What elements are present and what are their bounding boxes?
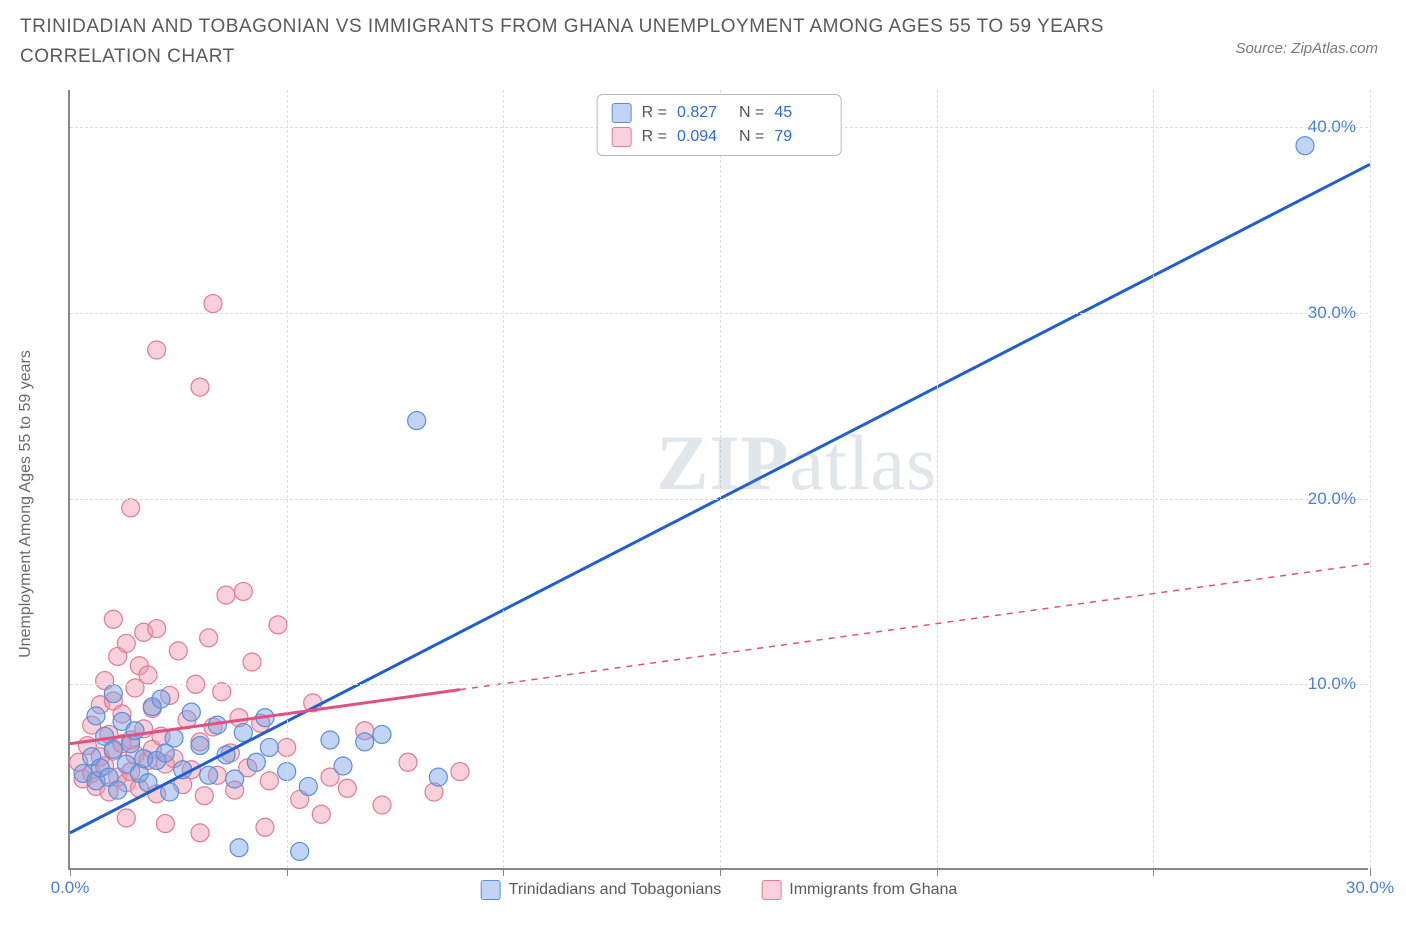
- data-point: [1296, 137, 1314, 155]
- legend-label-2: Immigrants from Ghana: [789, 881, 957, 899]
- x-tick: [503, 868, 504, 876]
- data-point: [334, 757, 352, 775]
- data-point: [104, 740, 122, 758]
- data-point: [191, 737, 209, 755]
- data-point: [451, 763, 469, 781]
- source-credit: Source: ZipAtlas.com: [1235, 40, 1378, 57]
- data-point: [373, 725, 391, 743]
- data-point: [299, 777, 317, 795]
- data-point: [269, 616, 287, 634]
- data-point: [104, 685, 122, 703]
- data-point: [195, 787, 213, 805]
- data-point: [312, 805, 330, 823]
- y-tick-label: 10.0%: [1308, 674, 1356, 694]
- data-point: [148, 620, 166, 638]
- swatch-series-2-icon: [761, 880, 781, 900]
- data-point: [117, 809, 135, 827]
- data-point: [247, 753, 265, 771]
- data-point: [169, 642, 187, 660]
- stats-row-series-1: R = 0.827 N = 45: [612, 101, 827, 125]
- data-point: [373, 796, 391, 814]
- x-tick: [287, 868, 288, 876]
- data-point: [156, 815, 174, 833]
- data-point: [117, 634, 135, 652]
- swatch-series-1-icon: [481, 880, 501, 900]
- data-point: [291, 842, 309, 860]
- x-tick: [1370, 868, 1371, 876]
- y-axis-label: Unemployment Among Ages 55 to 59 years: [17, 350, 35, 658]
- data-point: [200, 629, 218, 647]
- data-point: [182, 703, 200, 721]
- gridline-v: [720, 90, 721, 868]
- data-point: [226, 770, 244, 788]
- x-tick: [1153, 868, 1154, 876]
- data-point: [200, 766, 218, 784]
- data-point: [213, 683, 231, 701]
- data-point: [408, 412, 426, 430]
- chart-container: Unemployment Among Ages 55 to 59 years Z…: [40, 90, 1380, 900]
- data-point: [191, 378, 209, 396]
- x-tick: [720, 868, 721, 876]
- data-point: [217, 586, 235, 604]
- data-point: [243, 653, 261, 671]
- data-point: [399, 753, 417, 771]
- legend-item-series-2: Immigrants from Ghana: [761, 880, 957, 900]
- data-point: [191, 824, 209, 842]
- gridline-v: [937, 90, 938, 868]
- stats-row-series-2: R = 0.094 N = 79: [612, 125, 827, 149]
- y-tick-label: 40.0%: [1308, 117, 1356, 137]
- stats-legend: R = 0.827 N = 45 R = 0.094 N = 79: [597, 94, 842, 156]
- data-point: [139, 666, 157, 684]
- data-point: [260, 772, 278, 790]
- y-tick-label: 30.0%: [1308, 303, 1356, 323]
- chart-title: TRINIDADIAN AND TOBAGONIAN VS IMMIGRANTS…: [20, 12, 1140, 73]
- legend-item-series-1: Trinidadians and Tobagonians: [481, 880, 722, 900]
- swatch-series-1: [612, 103, 632, 123]
- gridline-h: [70, 684, 1368, 685]
- data-point: [165, 729, 183, 747]
- legend-label-1: Trinidadians and Tobagonians: [509, 881, 722, 899]
- x-tick-label: 30.0%: [1346, 878, 1394, 898]
- data-point: [338, 779, 356, 797]
- y-tick-label: 20.0%: [1308, 489, 1356, 509]
- data-point: [230, 839, 248, 857]
- data-point: [152, 690, 170, 708]
- data-point: [260, 738, 278, 756]
- data-point: [256, 818, 274, 836]
- gridline-v: [503, 90, 504, 868]
- gridline-v: [1370, 90, 1371, 868]
- scatter-plot: ZIPatlas R = 0.827 N = 45 R = 0.094 N = …: [68, 90, 1368, 870]
- plot-svg: [70, 90, 1368, 868]
- data-point: [109, 781, 127, 799]
- data-point: [234, 582, 252, 600]
- data-point: [104, 610, 122, 628]
- gridline-v: [287, 90, 288, 868]
- data-point: [87, 707, 105, 725]
- data-point: [356, 733, 374, 751]
- data-point: [122, 499, 140, 517]
- data-point: [148, 341, 166, 359]
- gridline-h: [70, 313, 1368, 314]
- x-tick: [70, 868, 71, 876]
- data-point: [321, 731, 339, 749]
- series-legend: Trinidadians and Tobagonians Immigrants …: [481, 880, 958, 900]
- x-tick-label: 0.0%: [51, 878, 90, 898]
- regression-line-extrapolated: [460, 564, 1370, 690]
- gridline-h: [70, 499, 1368, 500]
- x-tick: [937, 868, 938, 876]
- swatch-series-2: [612, 127, 632, 147]
- data-point: [204, 295, 222, 313]
- gridline-v: [1153, 90, 1154, 868]
- data-point: [429, 768, 447, 786]
